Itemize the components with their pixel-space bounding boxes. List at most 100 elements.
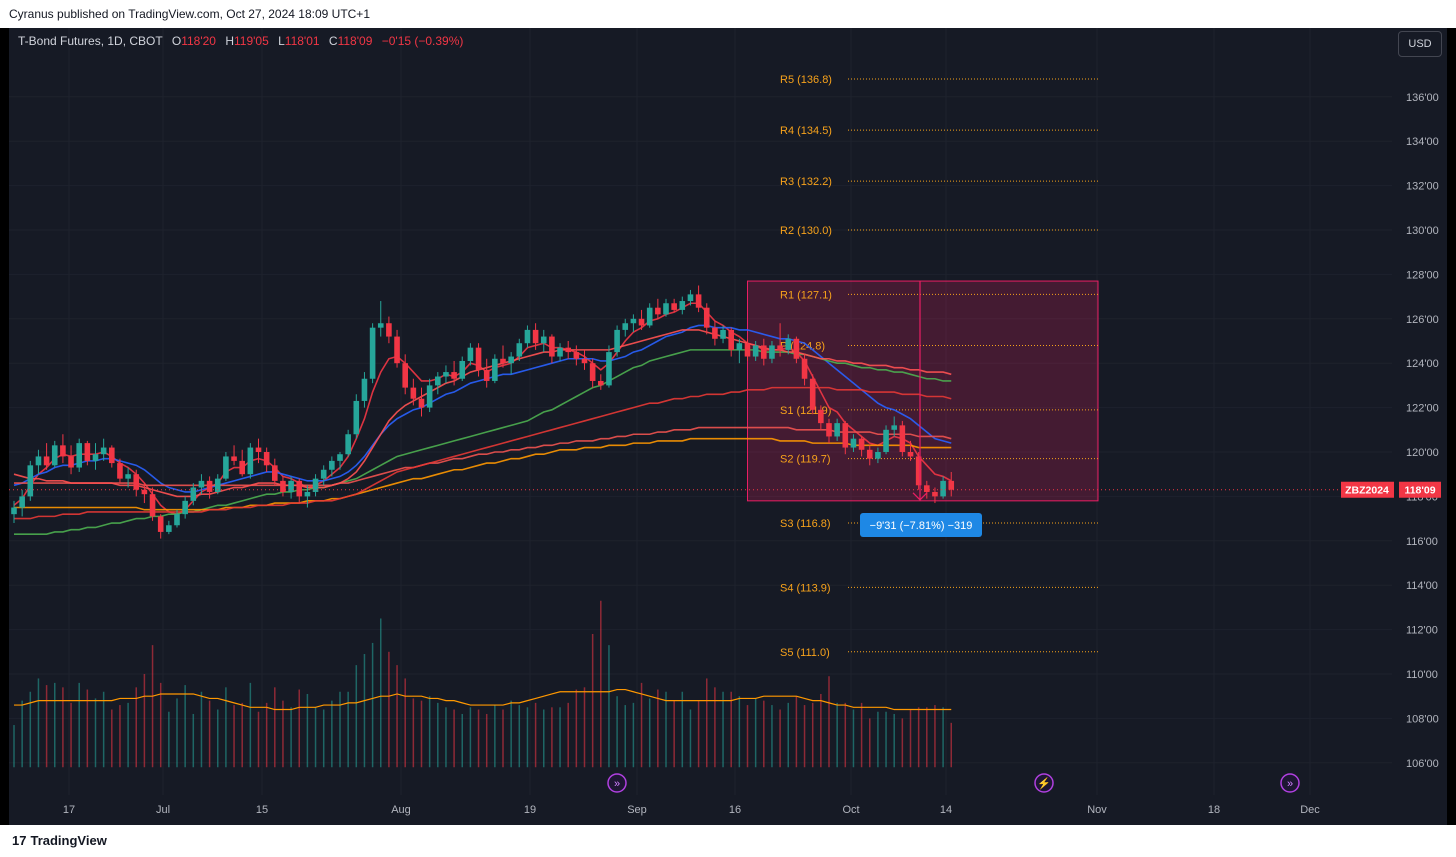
candle bbox=[581, 349, 588, 370]
candle bbox=[744, 338, 751, 361]
candle bbox=[100, 438, 107, 461]
pivot-label: R2 (130.0) bbox=[780, 225, 832, 237]
time-tick-label: Jul bbox=[156, 804, 170, 816]
candle bbox=[655, 298, 661, 319]
measure-arrow[interactable]: −9'31 (−7.81%) −319 bbox=[860, 281, 982, 537]
price-tick-label: 132'00 bbox=[1406, 181, 1439, 193]
candle bbox=[386, 316, 392, 344]
candle bbox=[573, 345, 580, 366]
candle bbox=[296, 478, 303, 504]
candle bbox=[524, 325, 531, 348]
candle bbox=[27, 460, 34, 501]
event-marker-icon[interactable]: » bbox=[607, 773, 627, 793]
candle bbox=[109, 445, 115, 468]
high-value: 119'05 bbox=[233, 34, 269, 48]
candle bbox=[43, 443, 50, 470]
candle bbox=[255, 438, 262, 464]
candle bbox=[540, 329, 547, 353]
candle bbox=[557, 343, 563, 361]
price-tick-label: 112'00 bbox=[1406, 625, 1438, 637]
candle bbox=[369, 323, 376, 384]
open-value: 118'20 bbox=[181, 34, 216, 48]
candle bbox=[842, 420, 849, 455]
candle bbox=[239, 449, 245, 477]
price-tick-label: 122'00 bbox=[1406, 403, 1439, 415]
candle bbox=[924, 480, 930, 499]
time-axis[interactable]: 17 Jul 15 Aug 19 Sep 16 Oct 14 Nov 18 Dec bbox=[63, 804, 1320, 816]
candle bbox=[329, 456, 335, 477]
price-axis[interactable]: 136'00 134'00 132'00 130'00 128'00 126'00 124'… bbox=[1341, 92, 1441, 770]
candle bbox=[475, 343, 482, 377]
candle bbox=[304, 485, 311, 508]
candle bbox=[777, 323, 783, 357]
candle bbox=[84, 440, 91, 466]
candle bbox=[834, 418, 840, 441]
price-tick-label: 110'00 bbox=[1406, 669, 1438, 681]
candle bbox=[35, 449, 42, 475]
pivot-label: R3 (132.2) bbox=[780, 176, 832, 188]
candle bbox=[345, 429, 351, 457]
candle bbox=[312, 474, 319, 497]
candle bbox=[263, 447, 270, 472]
price-tick-label: 124'00 bbox=[1406, 358, 1439, 370]
symbol-badge bbox=[1341, 481, 1394, 498]
low-value: 118'01 bbox=[284, 34, 320, 48]
candle bbox=[801, 354, 808, 386]
candle bbox=[899, 420, 906, 457]
candle bbox=[769, 341, 775, 364]
event-markers[interactable]: » ⚡ » bbox=[607, 773, 1300, 793]
candle bbox=[907, 440, 914, 461]
price-tick-label: 108'00 bbox=[1406, 713, 1439, 725]
candle bbox=[549, 334, 555, 364]
candle bbox=[435, 372, 441, 395]
price-tick-label: 106'00 bbox=[1406, 758, 1439, 770]
price-tick-label: 136'00 bbox=[1406, 92, 1439, 104]
candle bbox=[761, 338, 767, 366]
candle bbox=[92, 443, 99, 470]
candle bbox=[60, 434, 66, 464]
time-tick-label: 18 bbox=[1208, 804, 1220, 816]
candle bbox=[809, 374, 816, 415]
candle bbox=[630, 314, 637, 333]
candle bbox=[858, 436, 865, 457]
tradingview-logo[interactable]: 17 TradingView bbox=[12, 833, 107, 848]
candle bbox=[565, 341, 571, 359]
candle bbox=[117, 458, 123, 484]
open-label: O bbox=[171, 34, 182, 48]
candle bbox=[377, 301, 384, 337]
time-tick-label: Nov bbox=[1087, 804, 1107, 816]
symbol-badge-label: ZBZ2024 bbox=[1345, 485, 1389, 497]
currency-button[interactable]: USD bbox=[1398, 31, 1442, 57]
price-tick-label: 116'00 bbox=[1406, 536, 1438, 548]
candle bbox=[459, 356, 466, 381]
change-value: −0'15 (−0.39%) bbox=[381, 34, 464, 48]
volume-ma-line bbox=[14, 688, 952, 711]
candle bbox=[280, 476, 286, 497]
chart-panel[interactable] bbox=[9, 28, 1447, 825]
moving-average-line bbox=[14, 426, 952, 487]
candle bbox=[214, 474, 221, 495]
candle bbox=[320, 465, 327, 486]
time-tick-label: 14 bbox=[940, 804, 952, 816]
price-tick-label: 130'00 bbox=[1406, 225, 1439, 237]
event-marker-icon[interactable]: » bbox=[1280, 773, 1300, 793]
low-label: L bbox=[278, 34, 285, 48]
svg-text:»: » bbox=[1287, 778, 1293, 790]
candle bbox=[198, 474, 205, 495]
measure-range-box[interactable] bbox=[747, 280, 1099, 502]
candle bbox=[353, 394, 360, 439]
time-tick-label: Dec bbox=[1300, 804, 1320, 816]
candle bbox=[940, 476, 946, 499]
candle bbox=[826, 418, 832, 444]
close-value: 118'09 bbox=[337, 34, 373, 48]
candle bbox=[68, 445, 74, 475]
symbol-legend: T-Bond Futures, 1D, CBOT O118'20 H119'05… bbox=[18, 34, 463, 48]
time-tick-label: Aug bbox=[391, 804, 411, 816]
candle bbox=[19, 489, 25, 517]
time-tick-label: 16 bbox=[729, 804, 741, 816]
candle bbox=[785, 334, 792, 355]
candle bbox=[174, 509, 180, 528]
event-marker-icon[interactable]: ⚡ bbox=[1034, 773, 1054, 793]
candle bbox=[426, 378, 433, 413]
